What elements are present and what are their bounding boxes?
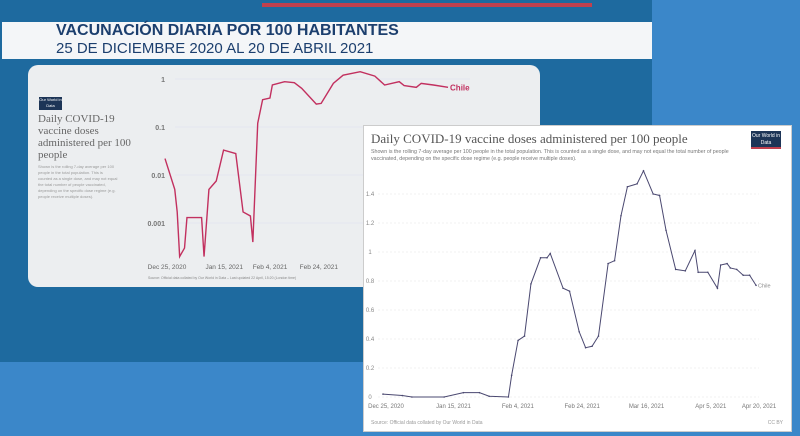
data-point xyxy=(742,274,744,276)
data-point xyxy=(488,395,490,398)
x-tick-label: Dec 25, 2020 xyxy=(368,404,404,410)
data-point xyxy=(546,257,548,259)
x-tick-label: Feb 24, 2021 xyxy=(300,264,339,271)
data-point xyxy=(735,268,738,271)
y-tick-label: 0.6 xyxy=(366,308,375,314)
data-point xyxy=(613,259,616,262)
data-point xyxy=(597,335,600,337)
left-chart-title: Daily COVID-19 vaccine doses administere… xyxy=(38,113,131,161)
data-point xyxy=(707,271,709,274)
data-point xyxy=(591,345,593,348)
series-line-chile xyxy=(382,169,757,398)
series-label: Chile xyxy=(450,83,470,92)
right-chart-title: Daily COVID-19 vaccine doses administere… xyxy=(371,131,688,146)
y-tick-label: 0.2 xyxy=(366,366,375,372)
title-banner: VACUNACIÓN DIARIA POR 100 HABITANTES 25 … xyxy=(2,22,652,59)
data-point xyxy=(694,249,696,252)
data-point xyxy=(636,183,638,185)
data-point xyxy=(401,394,404,397)
data-point xyxy=(523,335,526,337)
data-point xyxy=(382,393,384,395)
owid-logo: Our World in Data xyxy=(751,131,781,149)
right-chart-source: Source: Official data collated by Our Wo… xyxy=(371,420,483,426)
left-chart-source: Source: Official data collated by Our Wo… xyxy=(148,276,297,280)
data-point xyxy=(626,185,629,188)
y-tick-label: 0.4 xyxy=(366,337,375,343)
right-chart-svg: 0 0.2 0.4 0.6 0.8 1 1.2 1.4 Dec 25, 2020 Jan 15, … xyxy=(366,169,777,410)
y-tick-label: 1 xyxy=(368,250,372,256)
data-point xyxy=(719,264,722,266)
data-point xyxy=(726,262,728,265)
y-tick-label: 0.8 xyxy=(366,279,375,285)
data-point xyxy=(568,290,571,292)
owid-logo: Our World in Data xyxy=(39,97,62,110)
data-point xyxy=(684,270,687,272)
data-point xyxy=(748,274,751,276)
x-tick-label: Apr 5, 2021 xyxy=(695,404,727,410)
data-point xyxy=(607,262,609,265)
x-tick-label: Feb 4, 2021 xyxy=(502,404,535,410)
data-point xyxy=(620,214,622,217)
data-point xyxy=(462,391,465,394)
y-tick-label: 0.1 xyxy=(155,125,165,132)
data-point xyxy=(530,283,532,285)
right-chart-card: Daily COVID-19 vaccine doses administere… xyxy=(363,125,792,432)
data-point xyxy=(539,257,542,259)
data-point xyxy=(697,271,699,274)
left-chart-description: Shown is the rolling 7-day average per 1… xyxy=(38,164,118,199)
x-tick-label: Dec 25, 2020 xyxy=(148,264,187,271)
accent-stripe xyxy=(262,3,592,7)
data-point xyxy=(729,267,732,269)
data-point xyxy=(510,374,513,377)
y-tick-label: 1 xyxy=(161,77,165,84)
data-point xyxy=(652,193,654,195)
data-point xyxy=(584,346,587,349)
x-tick-label: Feb 24, 2021 xyxy=(564,404,600,410)
data-point xyxy=(755,284,757,287)
broadcast-subtitle: 25 DE DICIEMBRE 2020 AL 20 DE ABRIL 2021 xyxy=(56,40,374,57)
data-point xyxy=(562,287,564,290)
data-point xyxy=(642,170,645,172)
data-point xyxy=(578,330,580,333)
x-tick-label: Feb 4, 2021 xyxy=(253,264,288,271)
data-point xyxy=(517,339,519,342)
y-tick-label: 0.001 xyxy=(147,221,165,228)
x-tick-label: Apr 20, 2021 xyxy=(742,404,777,410)
broadcast-title: VACUNACIÓN DIARIA POR 100 HABITANTES xyxy=(56,22,399,39)
x-tick-label: Jan 15, 2021 xyxy=(436,404,471,410)
series-line-chile xyxy=(164,70,449,259)
data-point xyxy=(411,396,413,398)
license-label: CC BY xyxy=(767,420,783,426)
y-tick-label: 1.4 xyxy=(366,192,375,198)
data-point xyxy=(716,287,719,290)
data-point xyxy=(443,396,445,398)
y-tick-label: 0 xyxy=(368,395,372,401)
data-point xyxy=(549,252,552,255)
y-tick-label: 0.01 xyxy=(151,173,165,180)
data-point xyxy=(507,396,510,398)
x-tick-label: Mar 16, 2021 xyxy=(629,404,665,410)
y-tick-label: 1.2 xyxy=(366,221,375,227)
data-point xyxy=(665,229,667,232)
data-point xyxy=(658,194,661,197)
series-label: Chile xyxy=(758,283,771,289)
data-point xyxy=(478,391,481,394)
right-chart-subtitle: Shown is the rolling 7-day average per 1… xyxy=(371,149,729,162)
x-tick-label: Jan 15, 2021 xyxy=(205,264,243,271)
data-point xyxy=(674,268,677,271)
